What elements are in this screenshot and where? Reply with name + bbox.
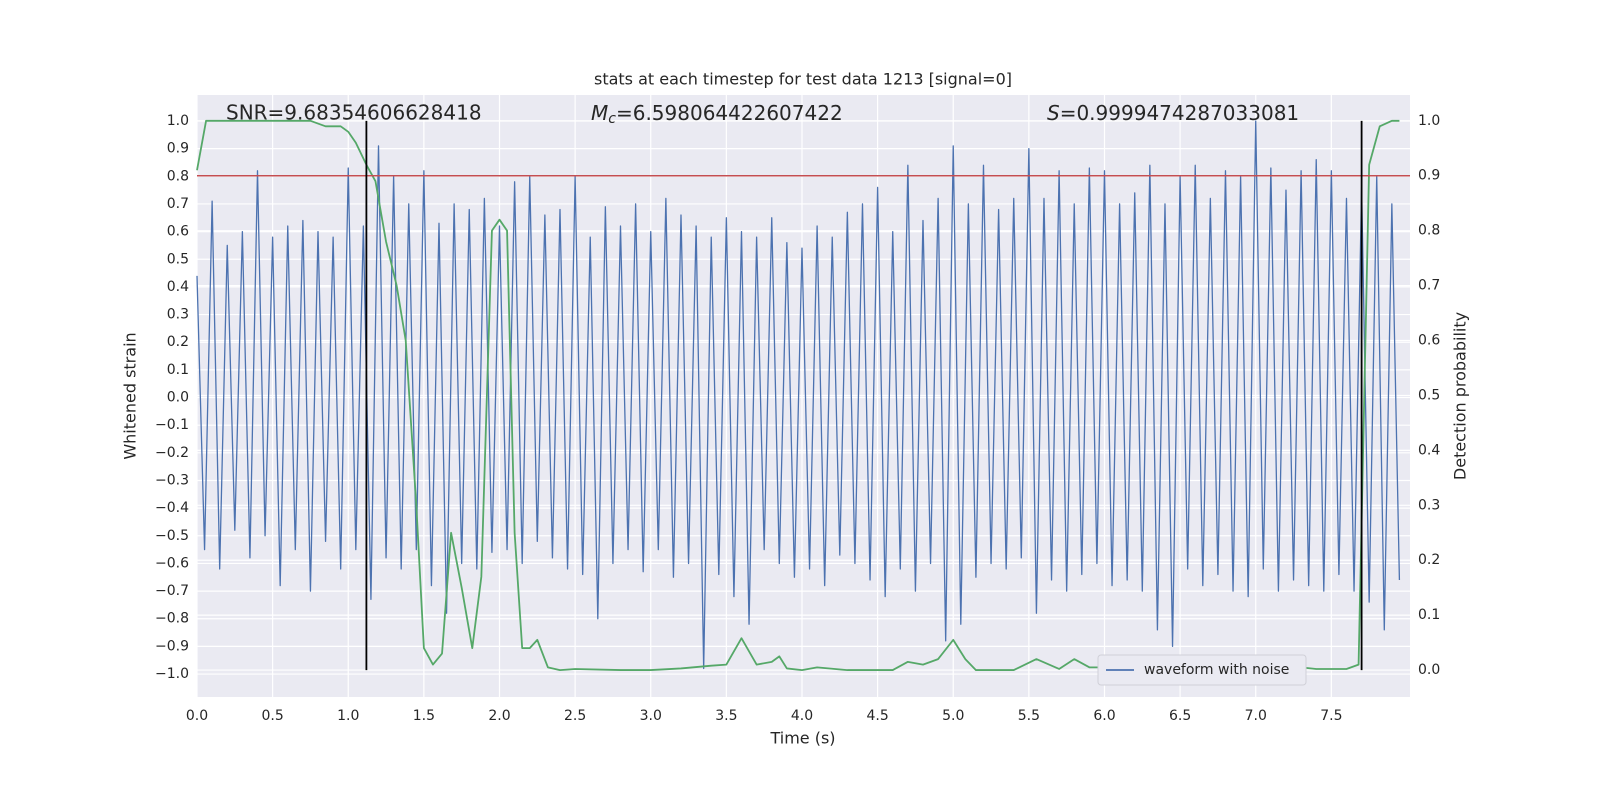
x-tick-label: 0.5: [261, 708, 283, 724]
x-axis-label: Time (s): [769, 729, 835, 748]
y-tick-label: 0.0: [167, 390, 189, 406]
y2-tick-label: 0.0: [1418, 662, 1440, 678]
y-tick-label: 0.4: [167, 279, 189, 295]
x-tick-label: 2.0: [488, 708, 510, 724]
y-tick-label: 0.2: [167, 334, 189, 350]
annotation: S=0.9999474287033081: [1047, 101, 1299, 125]
x-tick-label: 0.0: [186, 708, 208, 724]
y-tick-label: −0.4: [155, 500, 189, 516]
y2-tick-label: 1.0: [1418, 113, 1440, 129]
y-tick-label: 0.5: [167, 251, 189, 267]
x-tick-label: 6.0: [1093, 708, 1115, 724]
y-tick-label: 0.1: [167, 362, 189, 378]
y2-tick-label: 0.6: [1418, 333, 1440, 349]
annotation-subscript: c: [608, 111, 616, 127]
x-tick-label: 1.0: [337, 708, 359, 724]
y-tick-label: −1.0: [155, 666, 189, 682]
y-tick-label: 0.3: [167, 307, 189, 323]
x-tick-label: 1.5: [413, 708, 435, 724]
x-tick-label: 7.0: [1245, 708, 1267, 724]
annotation-symbol: S: [1047, 101, 1060, 125]
y-tick-label: −0.8: [155, 611, 189, 627]
y2-tick-label: 0.9: [1418, 168, 1440, 184]
y2-tick-label: 0.4: [1418, 442, 1440, 458]
y2-tick-label: 0.1: [1418, 607, 1440, 623]
annotation-text: =0.9999474287033081: [1060, 101, 1299, 125]
annotation-text: =6.598064422607422: [616, 101, 843, 125]
y-tick-label: −0.6: [155, 555, 189, 571]
y-tick-label: 0.8: [167, 168, 189, 184]
y2-axis-label: Detection probability: [1451, 312, 1470, 480]
legend-box: [1097, 654, 1307, 686]
series-line: [196, 120, 1401, 670]
y2-tick-label: 0.2: [1418, 552, 1440, 568]
y2-tick-label: 0.3: [1418, 497, 1440, 513]
x-tick-label: 5.5: [1018, 708, 1040, 724]
legend-label: waveform with noise: [1144, 662, 1289, 678]
y-tick-label: −0.1: [155, 417, 189, 433]
x-tick-label: 7.5: [1320, 708, 1342, 724]
y-axis-label: Whitened strain: [121, 332, 140, 459]
y2-tick-label: 0.8: [1418, 223, 1440, 239]
x-tick-label: 5.0: [942, 708, 964, 724]
y-tick-label: 0.7: [167, 196, 189, 212]
annotation: Mc=6.598064422607422: [591, 101, 843, 128]
y-tick-label: −0.7: [155, 583, 189, 599]
x-tick-label: 3.0: [640, 708, 662, 724]
annotation-symbol: M: [591, 101, 608, 125]
y-tick-label: −0.3: [155, 472, 189, 488]
labels: 0.0 0.5 1.0 1.5 2.0 2.5 3.0 3.5 4.0 4.5 5.0 5.5 6.0 6…: [155, 113, 1440, 724]
y-tick-label: −0.2: [155, 445, 189, 461]
y2-tick-label: 0.7: [1418, 278, 1440, 294]
x-tick-label: 3.5: [715, 708, 737, 724]
annotation: SNR=9.68354606628418: [226, 101, 482, 125]
y-tick-label: −0.9: [155, 638, 189, 654]
y-tick-label: 0.9: [167, 141, 189, 157]
x-tick-label: 6.5: [1169, 708, 1191, 724]
y2-tick-label: 0.5: [1418, 387, 1440, 403]
x-tick-label: 4.5: [866, 708, 888, 724]
x-tick-label: 2.5: [564, 708, 586, 724]
x-tick-label: 4.0: [791, 708, 813, 724]
chart-title: stats at each timestep for test data 121…: [594, 70, 1012, 89]
y-tick-label: −0.5: [155, 528, 189, 544]
y-tick-label: 0.6: [167, 224, 189, 240]
y-tick-label: 1.0: [167, 113, 189, 129]
legend: waveform with noise: [1097, 654, 1307, 686]
